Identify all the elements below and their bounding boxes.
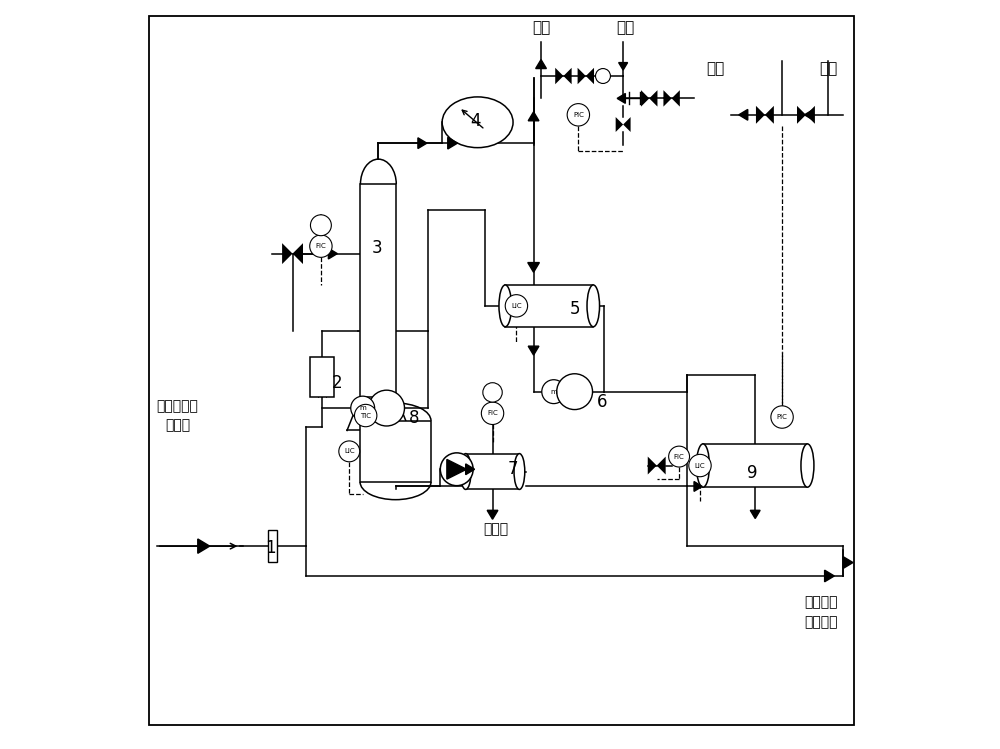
- Text: 外购石脑油: 外购石脑油: [157, 398, 199, 413]
- Polygon shape: [578, 68, 586, 84]
- Polygon shape: [672, 90, 680, 106]
- Polygon shape: [649, 90, 657, 106]
- Text: PIC: PIC: [777, 414, 788, 420]
- Text: 至石脑油: 至石脑油: [804, 595, 838, 609]
- Bar: [703, 444, 807, 487]
- Ellipse shape: [587, 285, 600, 327]
- Text: 7: 7: [507, 461, 518, 479]
- Circle shape: [440, 453, 473, 485]
- Polygon shape: [447, 459, 467, 479]
- Text: 火炕: 火炕: [819, 61, 837, 76]
- Polygon shape: [563, 68, 572, 84]
- Polygon shape: [694, 482, 702, 491]
- Polygon shape: [804, 109, 813, 120]
- Text: FIC: FIC: [487, 410, 498, 416]
- Text: 3: 3: [372, 239, 382, 257]
- Text: FIC: FIC: [316, 243, 326, 249]
- Polygon shape: [293, 243, 303, 264]
- Ellipse shape: [696, 444, 709, 487]
- Polygon shape: [555, 68, 563, 84]
- Polygon shape: [528, 112, 539, 121]
- Polygon shape: [528, 346, 539, 355]
- Polygon shape: [657, 457, 666, 475]
- Text: FIC: FIC: [674, 454, 684, 460]
- Circle shape: [481, 402, 504, 425]
- Polygon shape: [528, 263, 539, 273]
- Circle shape: [557, 374, 593, 410]
- Polygon shape: [663, 90, 672, 106]
- Polygon shape: [648, 457, 657, 475]
- Polygon shape: [586, 68, 594, 84]
- Text: LIC: LIC: [695, 463, 705, 469]
- Bar: [310, 357, 334, 397]
- Circle shape: [771, 406, 793, 428]
- Polygon shape: [466, 464, 475, 475]
- Circle shape: [310, 235, 332, 258]
- Polygon shape: [328, 248, 337, 259]
- Polygon shape: [623, 117, 631, 132]
- Circle shape: [596, 69, 610, 83]
- Text: 6: 6: [597, 393, 607, 411]
- Bar: [268, 530, 277, 562]
- Circle shape: [369, 390, 404, 426]
- Text: 氮气: 氮气: [616, 20, 634, 35]
- Text: 9: 9: [747, 464, 757, 482]
- Circle shape: [310, 215, 331, 236]
- Text: LIC: LIC: [511, 303, 522, 309]
- Text: 加氢单元: 加氢单元: [804, 615, 838, 629]
- Text: 5: 5: [569, 300, 580, 318]
- Ellipse shape: [801, 444, 814, 487]
- Polygon shape: [641, 90, 649, 106]
- Circle shape: [339, 441, 360, 462]
- Circle shape: [351, 396, 375, 420]
- Text: m: m: [550, 389, 557, 395]
- Circle shape: [567, 103, 590, 126]
- Circle shape: [354, 404, 377, 427]
- Polygon shape: [825, 570, 834, 582]
- Polygon shape: [487, 510, 498, 519]
- Text: 4: 4: [470, 112, 481, 130]
- Bar: [360, 184, 396, 397]
- Text: PIC: PIC: [573, 112, 584, 118]
- Polygon shape: [282, 243, 293, 264]
- Circle shape: [542, 380, 566, 404]
- Polygon shape: [843, 557, 853, 568]
- Text: 2: 2: [332, 374, 343, 392]
- Text: 凝结水: 凝结水: [483, 522, 508, 536]
- Polygon shape: [756, 106, 765, 124]
- Bar: [466, 454, 519, 489]
- Polygon shape: [617, 94, 625, 103]
- Text: LIC: LIC: [344, 449, 355, 455]
- Ellipse shape: [442, 97, 513, 148]
- Polygon shape: [418, 138, 427, 148]
- Circle shape: [483, 383, 502, 402]
- Polygon shape: [616, 117, 623, 132]
- Circle shape: [669, 446, 690, 467]
- Bar: [360, 421, 431, 482]
- Polygon shape: [448, 137, 457, 149]
- Polygon shape: [536, 60, 546, 69]
- Text: 火炕: 火炕: [532, 20, 550, 35]
- Polygon shape: [739, 109, 748, 120]
- Text: 8: 8: [409, 409, 419, 427]
- Polygon shape: [619, 63, 628, 70]
- Polygon shape: [750, 510, 760, 518]
- Polygon shape: [797, 106, 806, 124]
- Text: 自罐区: 自罐区: [165, 418, 190, 432]
- Polygon shape: [765, 106, 774, 124]
- Polygon shape: [806, 106, 815, 124]
- Circle shape: [689, 455, 711, 476]
- Circle shape: [505, 294, 528, 317]
- Ellipse shape: [514, 454, 525, 489]
- Ellipse shape: [499, 285, 511, 327]
- Bar: [505, 285, 593, 327]
- Text: 氮气: 氮气: [706, 61, 724, 76]
- Text: m: m: [359, 405, 366, 411]
- Text: 1: 1: [266, 539, 276, 557]
- Polygon shape: [198, 539, 210, 554]
- Text: TIC: TIC: [360, 413, 371, 419]
- Ellipse shape: [460, 454, 471, 489]
